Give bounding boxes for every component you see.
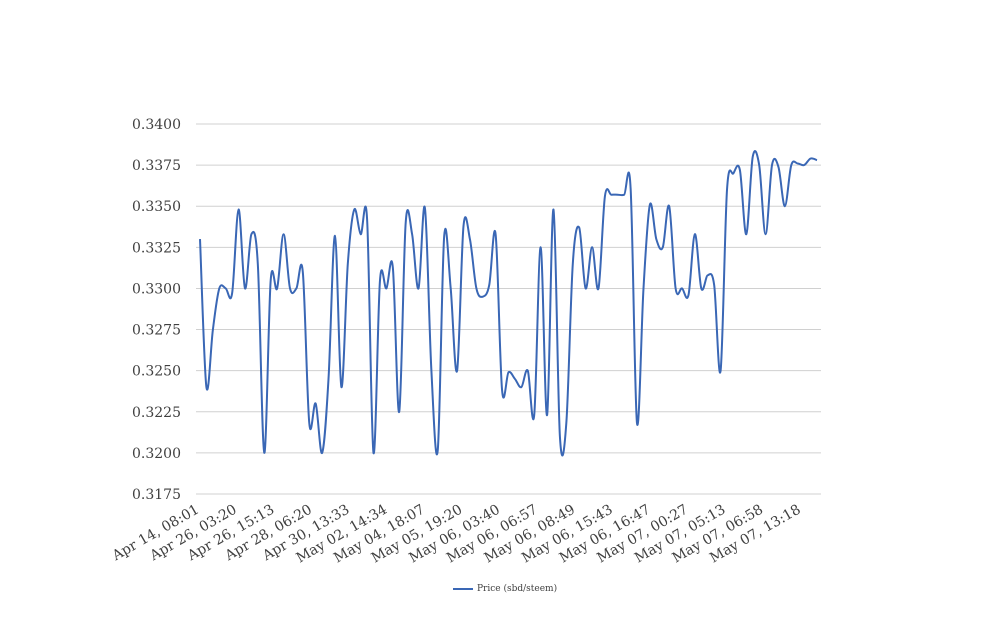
y-tick-label: 0.3200 bbox=[132, 446, 181, 462]
y-tick-label: 0.3300 bbox=[132, 281, 181, 297]
series-lines bbox=[199, 150, 818, 457]
series-line bbox=[199, 150, 818, 457]
y-tick-label: 0.3375 bbox=[132, 158, 181, 174]
y-tick-label: 0.3350 bbox=[132, 199, 181, 215]
gridlines bbox=[196, 123, 821, 495]
y-tick-label: 0.3250 bbox=[132, 364, 181, 380]
legend-label: Price (sbd/steem) bbox=[477, 584, 558, 594]
y-tick-label: 0.3400 bbox=[132, 117, 181, 133]
y-tick-label: 0.3225 bbox=[132, 405, 181, 421]
legend: Price (sbd/steem) bbox=[453, 584, 557, 594]
y-tick-label: 0.3325 bbox=[132, 240, 181, 256]
legend-swatch bbox=[453, 588, 473, 590]
y-tick-label: 0.3175 bbox=[132, 487, 181, 503]
y-tick-label: 0.3275 bbox=[132, 323, 181, 339]
y-axis-tick-labels: 0.3175 0.3200 0.3225 0.3250 0.3275 0.3300 0.33… bbox=[132, 117, 181, 503]
